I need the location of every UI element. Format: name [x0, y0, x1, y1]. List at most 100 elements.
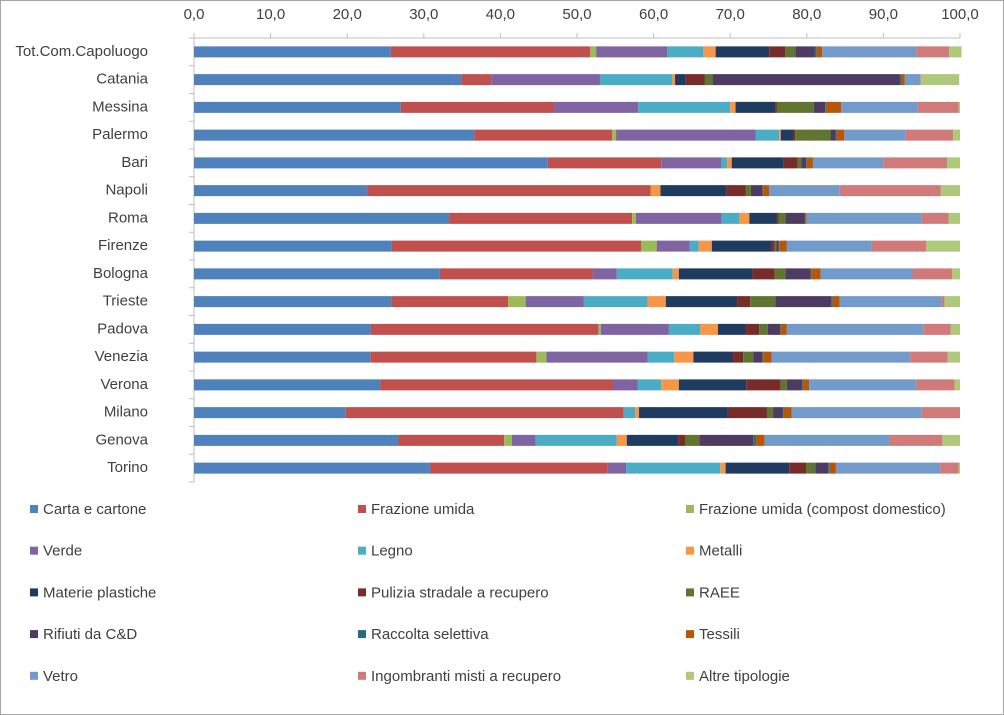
- bar-segment: [779, 323, 781, 335]
- bar-segment: [607, 462, 627, 474]
- bar-segment: [831, 296, 833, 308]
- legend-label: Raccolta selettiva: [371, 626, 489, 643]
- bar-segment: [616, 434, 627, 446]
- bar-segment: [783, 407, 792, 419]
- bar-segment: [194, 240, 392, 252]
- bar-segment: [806, 157, 807, 169]
- bar-segment: [916, 379, 955, 391]
- bar-segment: [749, 212, 777, 224]
- legend-label: Frazione umida (compost domestico): [699, 501, 946, 518]
- bar-segment: [746, 379, 781, 391]
- y-tick-label: Messina: [92, 98, 149, 115]
- y-tick-label: Venezia: [95, 348, 149, 365]
- bar-segment: [926, 240, 960, 252]
- bar-segment: [810, 268, 812, 280]
- bar-segment: [429, 462, 608, 474]
- bar-segment: [953, 129, 960, 141]
- bar-segment: [699, 434, 754, 446]
- bar-segment: [820, 268, 913, 280]
- bar-segment: [715, 46, 770, 58]
- bar-segment: [905, 129, 954, 141]
- bar-segment: [626, 434, 679, 446]
- bar-segment: [802, 379, 803, 391]
- bar-segment: [775, 296, 832, 308]
- bar-segment: [194, 46, 391, 58]
- bar-segment: [762, 185, 764, 197]
- bar-segment: [650, 185, 661, 197]
- legend-label: Rifiuti da C&D: [43, 626, 137, 643]
- bar-segment: [703, 46, 716, 58]
- bar-segment: [841, 101, 918, 113]
- bar-segment: [816, 46, 823, 58]
- y-tick-label: Catania: [96, 71, 148, 88]
- bar-segment: [948, 212, 960, 224]
- bar-segment: [667, 46, 704, 58]
- bar-segment: [194, 268, 440, 280]
- legend-label: Altre tipologie: [699, 668, 790, 685]
- bar-segment: [727, 157, 732, 169]
- bar-segment: [771, 351, 911, 363]
- bar-segment: [370, 351, 537, 363]
- bar-segment: [775, 101, 777, 113]
- bar-segment: [194, 101, 401, 113]
- bar-segment: [899, 74, 902, 86]
- bar-segment: [766, 407, 774, 419]
- bar-segment: [727, 407, 767, 419]
- bar-segment: [194, 185, 368, 197]
- bar-segment: [917, 101, 959, 113]
- bar-segment: [491, 74, 600, 86]
- bar-segment: [674, 351, 694, 363]
- bar-segment: [675, 74, 686, 86]
- bar-segment: [613, 379, 638, 391]
- legend-label: Pulizia stradale a recupero: [371, 584, 549, 601]
- bar-segment: [398, 434, 505, 446]
- bar-segment: [776, 101, 814, 113]
- bar-segment: [755, 434, 765, 446]
- bar-segment: [901, 74, 905, 86]
- x-tick-label: 20,0: [333, 6, 362, 23]
- y-tick-label: Bologna: [93, 265, 149, 282]
- y-tick-label: Milano: [104, 404, 148, 421]
- bar-segment: [759, 323, 768, 335]
- bar-segment: [940, 185, 960, 197]
- x-tick-label: 70,0: [716, 6, 745, 23]
- bar-segment: [632, 212, 636, 224]
- bar-segment: [370, 323, 599, 335]
- bar-segment: [920, 74, 921, 86]
- bar-segment: [942, 434, 960, 446]
- bar-segment: [949, 46, 962, 58]
- bar-segment: [774, 268, 786, 280]
- bar-segment: [735, 101, 776, 113]
- y-tick-label: Roma: [108, 209, 149, 226]
- bar-segment: [813, 101, 826, 113]
- bar-segment: [712, 74, 900, 86]
- bar-segment: [194, 323, 371, 335]
- bar-segment: [616, 268, 673, 280]
- bar-segment: [598, 323, 601, 335]
- bar-segment: [641, 240, 657, 252]
- bar-segment: [194, 129, 475, 141]
- bar-segment: [785, 212, 805, 224]
- bar-segment: [958, 462, 960, 474]
- bar-segment: [194, 212, 450, 224]
- bar-segment: [700, 323, 718, 335]
- legend-label: Vetro: [43, 668, 78, 685]
- bar-segment: [635, 407, 640, 419]
- bar-segment: [536, 351, 547, 363]
- legend-swatch: [358, 630, 366, 639]
- bar-segment: [672, 268, 679, 280]
- bar-segment: [844, 129, 906, 141]
- bar-segment: [461, 74, 492, 86]
- bar-segment: [814, 46, 817, 58]
- x-tick-label: 10,0: [256, 6, 285, 23]
- bar-segment: [912, 268, 953, 280]
- bar-segment: [583, 296, 648, 308]
- bar-segment: [809, 379, 917, 391]
- bar-segment: [739, 212, 750, 224]
- bar-segment: [400, 101, 555, 113]
- bar-segment: [783, 157, 798, 169]
- legend-label: RAEE: [699, 584, 740, 601]
- legend-swatch: [686, 546, 694, 555]
- bar-segment: [750, 185, 763, 197]
